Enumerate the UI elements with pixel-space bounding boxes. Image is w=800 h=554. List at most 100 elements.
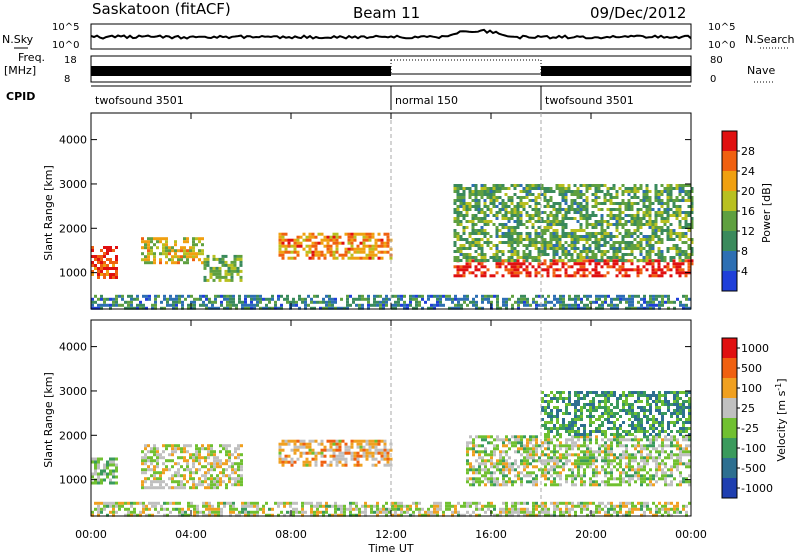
power-cell — [214, 300, 217, 304]
power-cell — [474, 259, 478, 262]
velocity-cell — [604, 409, 607, 412]
power-cell — [645, 211, 649, 214]
power-cell — [383, 244, 387, 248]
power-cell — [570, 247, 574, 250]
velocity-cell — [141, 483, 144, 487]
power-cell — [154, 294, 157, 298]
velocity-cell — [556, 421, 559, 424]
power-cell — [462, 196, 466, 199]
velocity-cell — [661, 424, 664, 427]
power-cell — [684, 241, 688, 244]
velocity-cell — [655, 462, 658, 466]
power-cell — [221, 260, 225, 264]
velocity-cell — [171, 444, 174, 448]
power-cell — [685, 297, 688, 301]
velocity-cell — [505, 435, 508, 439]
power-cell — [346, 297, 349, 301]
velocity-cell — [356, 454, 360, 458]
power-cell — [612, 202, 616, 205]
power-cell — [232, 294, 235, 298]
velocity-cell — [475, 513, 478, 517]
power-cell — [227, 272, 231, 276]
power-cell — [139, 303, 142, 307]
power-cell — [477, 229, 481, 232]
power-cell — [654, 187, 658, 190]
velocity-cell — [658, 435, 661, 439]
power-cell — [537, 271, 541, 275]
power-cell — [516, 184, 520, 187]
velocity-cell — [371, 439, 375, 443]
velocity-cell — [616, 433, 619, 436]
velocity-cell — [216, 459, 219, 463]
power-cell — [239, 257, 243, 261]
velocity-cell — [466, 453, 469, 457]
velocity-cell — [383, 454, 387, 458]
velocity-cell — [628, 456, 631, 460]
power-cell — [681, 184, 685, 187]
power-cell — [525, 265, 529, 269]
velocity-cell — [583, 444, 586, 448]
velocity-cell — [394, 501, 397, 505]
velocity-cell — [592, 450, 595, 454]
power-cell — [678, 271, 682, 275]
velocity-cell — [171, 453, 174, 457]
velocity-cell — [490, 441, 493, 445]
velocity-cell — [517, 471, 520, 475]
velocity-cell — [652, 477, 655, 481]
power-cell — [353, 235, 357, 239]
power-cell — [190, 294, 193, 298]
velocity-cell — [207, 447, 210, 451]
velocity-cell — [511, 480, 514, 484]
power-cell — [688, 297, 691, 301]
power-cell — [576, 202, 580, 205]
power-cell — [212, 257, 216, 261]
velocity-cell — [241, 507, 244, 511]
power-cell — [250, 300, 253, 304]
power-cell — [367, 300, 370, 304]
power-cell — [682, 294, 685, 298]
velocity-cell — [547, 438, 550, 442]
velocity-cell — [652, 394, 655, 397]
velocity-cell — [493, 504, 496, 508]
power-cell — [675, 199, 679, 202]
velocity-cell — [655, 438, 658, 442]
velocity-cell — [380, 454, 384, 458]
power-cell — [236, 272, 240, 276]
velocity-cell — [658, 433, 661, 436]
velocity-cell — [210, 468, 213, 472]
power-cell — [534, 271, 538, 275]
velocity-cell — [568, 397, 571, 400]
velocity-cell — [499, 483, 502, 487]
power-cell — [186, 252, 189, 256]
power-cell — [206, 254, 210, 258]
power-cell — [106, 270, 109, 273]
power-cell — [534, 241, 538, 244]
velocity-cell — [556, 391, 559, 394]
power-cell — [168, 252, 171, 256]
velocity-cell — [544, 438, 547, 442]
power-cell — [175, 294, 178, 298]
power-cell — [561, 193, 565, 196]
velocity-cell — [667, 427, 670, 430]
power-cell — [666, 184, 670, 187]
power-cell — [555, 217, 559, 220]
power-cell — [559, 306, 562, 310]
power-cell — [456, 238, 460, 241]
velocity-cell — [658, 412, 661, 415]
velocity-cell — [496, 444, 499, 448]
power-cell — [636, 223, 640, 226]
power-cell — [585, 211, 589, 214]
power-cell — [534, 268, 538, 272]
velocity-cell — [225, 486, 228, 490]
power-cell — [305, 235, 309, 239]
velocity-cell — [544, 433, 547, 436]
power-cell — [651, 202, 655, 205]
velocity-cell — [208, 504, 211, 508]
power-cell — [561, 262, 565, 266]
power-cell — [480, 274, 484, 278]
velocity-cell — [601, 480, 604, 484]
velocity-cell — [189, 468, 192, 472]
velocity-cell — [466, 462, 469, 466]
velocity-cell — [553, 480, 556, 484]
power-cell — [250, 303, 253, 307]
